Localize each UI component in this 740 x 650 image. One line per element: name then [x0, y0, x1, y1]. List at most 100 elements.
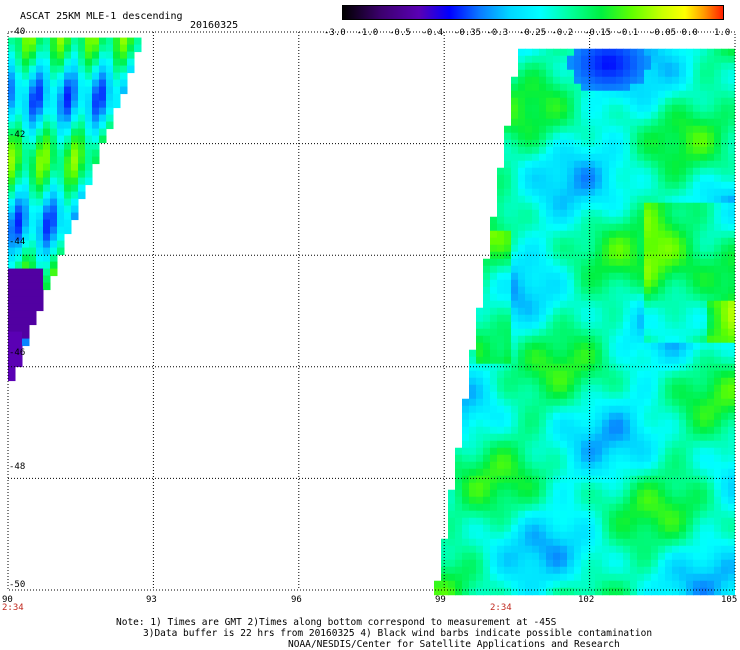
swath-cell: [15, 268, 23, 277]
swath-cell: [609, 104, 617, 113]
swath-cell: [581, 48, 589, 57]
swath-cell: [602, 181, 610, 190]
swath-cell: [574, 398, 582, 407]
swath-cell: [616, 265, 624, 274]
swath-cell: [483, 370, 491, 379]
swath-cell: [686, 160, 694, 169]
swath-cell: [623, 48, 631, 57]
swath-cell: [651, 237, 659, 246]
swath-cell: [707, 272, 715, 281]
swath-cell: [658, 293, 666, 302]
swath-cell: [679, 216, 687, 225]
swath-cell: [651, 97, 659, 106]
swath-cell: [623, 580, 631, 589]
swath-cell: [588, 167, 596, 176]
swath-cell: [511, 265, 519, 274]
swath-cell: [504, 475, 512, 484]
swath-cell: [497, 223, 505, 232]
swath-cell: [616, 125, 624, 134]
swath-cell: [560, 258, 568, 267]
swath-cell: [57, 86, 65, 95]
swath-cell: [511, 461, 519, 470]
swath-cell: [553, 188, 561, 197]
swath-cell: [700, 475, 708, 484]
swath-cell: [630, 433, 638, 442]
swath-cell: [64, 86, 72, 95]
swath-cell: [679, 251, 687, 260]
swath-cell: [595, 265, 603, 274]
swath-cell: [602, 272, 610, 281]
swath-cell: [567, 587, 575, 596]
swath-cell: [658, 132, 666, 141]
swath-cell: [574, 286, 582, 295]
swath-cell: [567, 90, 575, 99]
swath-cell: [595, 55, 603, 64]
swath-cell: [574, 300, 582, 309]
swath-cell: [700, 209, 708, 218]
swath-cell: [707, 104, 715, 113]
swath-cell: [490, 272, 498, 281]
swath-cell: [693, 335, 701, 344]
swath-cell: [511, 538, 519, 547]
swath-cell: [637, 272, 645, 281]
swath-cell: [588, 76, 596, 85]
swath-cell: [686, 286, 694, 295]
swath-cell: [504, 160, 512, 169]
swath-cell: [490, 216, 498, 225]
swath-cell: [36, 303, 44, 312]
swath-cell: [658, 356, 666, 365]
swath-cell: [15, 198, 23, 207]
swath-cell: [637, 468, 645, 477]
swath-cell: [567, 132, 575, 141]
swath-cell: [532, 104, 540, 113]
swath-cell: [106, 65, 114, 74]
swath-cell: [71, 205, 79, 214]
swath-cell: [679, 538, 687, 547]
swath-cell: [609, 307, 617, 316]
swath-cell: [602, 573, 610, 582]
swath-cell: [679, 160, 687, 169]
swath-cell: [700, 118, 708, 127]
swath-cell: [441, 580, 449, 589]
swath-cell: [504, 181, 512, 190]
swath-cell: [602, 48, 610, 57]
swath-cell: [553, 272, 561, 281]
swath-cell: [721, 69, 729, 78]
swath-cell: [707, 167, 715, 176]
swath-cell: [532, 188, 540, 197]
swath-cell: [686, 531, 694, 540]
swath-cell: [658, 188, 666, 197]
swath-cell: [602, 580, 610, 589]
swath-cell: [714, 160, 722, 169]
swath-cell: [728, 314, 735, 323]
swath-cell: [616, 279, 624, 288]
swath-cell: [595, 398, 603, 407]
swath-cell: [57, 156, 65, 165]
swath-cell: [518, 475, 526, 484]
swath-cell: [679, 209, 687, 218]
swath-cell: [707, 118, 715, 127]
swath-cell: [532, 328, 540, 337]
swath-cell: [553, 307, 561, 316]
swath-cell: [8, 303, 16, 312]
swath-cell: [609, 181, 617, 190]
swath-cell: [651, 286, 659, 295]
swath-cell: [532, 517, 540, 526]
swath-cell: [658, 503, 666, 512]
swath-cell: [686, 517, 694, 526]
swath-cell: [707, 188, 715, 197]
swath-cell: [497, 209, 505, 218]
swath-cell: [658, 265, 666, 274]
swath-cell: [630, 398, 638, 407]
swath-cell: [78, 79, 86, 88]
swath-cell: [525, 321, 533, 330]
swath-cell: [106, 58, 114, 67]
swath-cell: [651, 139, 659, 148]
swath-cell: [560, 503, 568, 512]
swath-cell: [637, 209, 645, 218]
swath-cell: [22, 198, 30, 207]
swath-cell: [504, 503, 512, 512]
swath-cell: [43, 261, 51, 270]
swath-cell: [623, 531, 631, 540]
swath-cell: [518, 510, 526, 519]
